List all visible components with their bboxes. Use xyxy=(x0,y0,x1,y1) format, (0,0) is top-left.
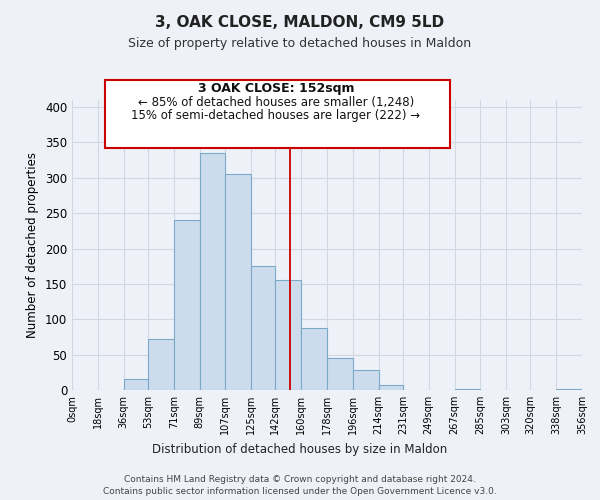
Text: Distribution of detached houses by size in Maldon: Distribution of detached houses by size … xyxy=(152,442,448,456)
Text: 3 OAK CLOSE: 152sqm: 3 OAK CLOSE: 152sqm xyxy=(198,82,354,95)
Bar xyxy=(556,388,582,390)
Text: Contains public sector information licensed under the Open Government Licence v3: Contains public sector information licen… xyxy=(103,488,497,496)
Bar xyxy=(174,220,199,390)
Bar xyxy=(455,388,480,390)
Y-axis label: Number of detached properties: Number of detached properties xyxy=(26,152,40,338)
Bar xyxy=(379,385,403,390)
Bar xyxy=(275,280,301,390)
Text: 3, OAK CLOSE, MALDON, CM9 5LD: 3, OAK CLOSE, MALDON, CM9 5LD xyxy=(155,15,445,30)
Bar xyxy=(301,328,327,390)
Text: Size of property relative to detached houses in Maldon: Size of property relative to detached ho… xyxy=(128,38,472,51)
Bar xyxy=(225,174,251,390)
Bar xyxy=(327,358,353,390)
Text: Contains HM Land Registry data © Crown copyright and database right 2024.: Contains HM Land Registry data © Crown c… xyxy=(124,475,476,484)
Bar xyxy=(199,153,225,390)
Bar xyxy=(251,266,275,390)
Text: 15% of semi-detached houses are larger (222) →: 15% of semi-detached houses are larger (… xyxy=(131,109,421,122)
Bar xyxy=(148,339,174,390)
Text: ← 85% of detached houses are smaller (1,248): ← 85% of detached houses are smaller (1,… xyxy=(138,96,414,109)
Bar xyxy=(353,370,379,390)
Bar xyxy=(124,380,148,390)
